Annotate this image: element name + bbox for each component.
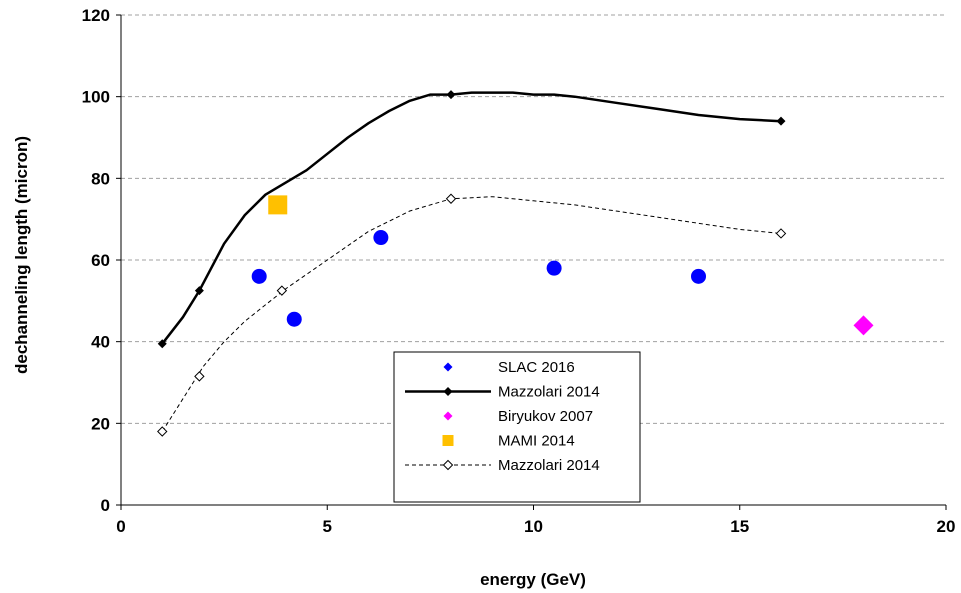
y-tick-label: 40	[91, 333, 110, 352]
axes	[116, 14, 947, 510]
x-tick-label: 5	[323, 517, 332, 536]
data-point	[157, 426, 168, 437]
legend-marker	[443, 411, 453, 421]
legend-entry-1: Mazzolari 2014	[405, 384, 600, 401]
legend-entry-0: SLAC 2016	[443, 359, 575, 376]
data-point	[546, 260, 562, 276]
legend-marker	[442, 435, 454, 446]
y-tick-label: 100	[82, 88, 110, 107]
x-tick-label: 0	[116, 517, 125, 536]
data-point	[853, 315, 874, 336]
data-point	[157, 339, 167, 349]
tick-labels: 0 20 40 60 80 100 120 0 5 10 15 20	[82, 6, 956, 536]
x-axis-title: energy (GeV)	[480, 570, 586, 589]
x-tick-label: 20	[937, 517, 956, 536]
data-point	[268, 195, 288, 215]
series-line	[161, 91, 782, 345]
data-point	[445, 193, 457, 204]
y-tick-label: 120	[82, 6, 110, 25]
data-point	[286, 311, 302, 327]
data-point	[251, 268, 267, 284]
series-2	[853, 315, 874, 336]
y-tick-label: 80	[91, 169, 110, 188]
legend-box	[393, 351, 641, 503]
x-tick-label: 10	[524, 517, 543, 536]
data-point	[775, 228, 787, 239]
legend-entry-4: Mazzolari 2014	[405, 457, 600, 474]
data-point	[276, 285, 288, 296]
data-point	[373, 230, 389, 246]
legend-marker	[442, 459, 454, 471]
plot-area	[157, 90, 874, 437]
legend-label: SLAC 2016	[498, 359, 575, 376]
y-tick-label: 60	[91, 251, 110, 270]
legend-marker	[443, 362, 453, 372]
y-tick-label: 20	[91, 414, 110, 433]
series-0	[251, 230, 706, 327]
data-point	[446, 90, 456, 100]
legend-entry-2: Biryukov 2007	[443, 408, 593, 425]
series-4	[157, 193, 787, 437]
x-tick-label: 15	[730, 517, 749, 536]
data-point	[194, 371, 205, 382]
data-point	[194, 286, 204, 296]
grid	[121, 14, 946, 424]
data-point	[776, 116, 786, 126]
y-axis-title: dechanneling length (micron)	[12, 136, 31, 374]
legend-label: Biryukov 2007	[498, 408, 593, 425]
legend-label: Mazzolari 2014	[498, 384, 600, 401]
series-3	[268, 195, 288, 215]
legend: SLAC 2016 Mazzolari 2014 Biryukov 2007 MAMI…	[393, 351, 641, 503]
y-tick-label: 0	[101, 496, 110, 515]
legend-label: MAMI 2014	[498, 433, 575, 450]
data-point	[691, 268, 706, 284]
legend-marker	[443, 387, 453, 396]
legend-label: Mazzolari 2014	[498, 457, 600, 474]
series-1	[157, 90, 786, 349]
legend-entry-3: MAMI 2014	[442, 433, 575, 450]
series-line	[161, 196, 782, 432]
